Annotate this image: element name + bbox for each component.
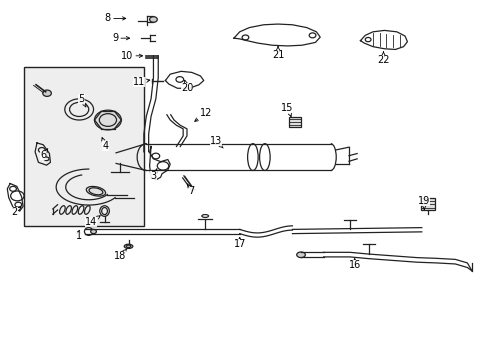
Ellipse shape: [126, 245, 131, 248]
Text: 22: 22: [376, 52, 389, 65]
Bar: [421, 198, 434, 210]
Text: 7: 7: [187, 184, 195, 195]
Circle shape: [42, 90, 51, 96]
Text: 18: 18: [114, 249, 127, 261]
Text: 13: 13: [209, 136, 223, 148]
Circle shape: [90, 229, 96, 234]
Text: 5: 5: [78, 94, 86, 107]
Bar: [288, 117, 300, 127]
Text: 11: 11: [133, 77, 149, 87]
Text: 9: 9: [112, 33, 129, 43]
Text: 8: 8: [104, 13, 125, 23]
Text: 2: 2: [11, 207, 21, 217]
Text: 3: 3: [150, 169, 157, 181]
Circle shape: [149, 17, 157, 22]
Text: 17: 17: [233, 237, 245, 248]
Text: 15: 15: [281, 103, 293, 117]
Text: 21: 21: [271, 47, 284, 60]
Text: 16: 16: [348, 258, 360, 270]
Ellipse shape: [86, 186, 105, 196]
Text: 10: 10: [121, 51, 142, 61]
Circle shape: [94, 110, 121, 130]
Text: 20: 20: [181, 80, 193, 93]
Text: 6: 6: [40, 148, 48, 160]
Ellipse shape: [296, 252, 305, 258]
Text: 1: 1: [76, 230, 82, 242]
Text: 12: 12: [194, 108, 212, 121]
Text: 14: 14: [85, 216, 100, 227]
Bar: [24, 67, 143, 226]
Text: 19: 19: [417, 196, 429, 209]
Text: 4: 4: [102, 138, 108, 152]
